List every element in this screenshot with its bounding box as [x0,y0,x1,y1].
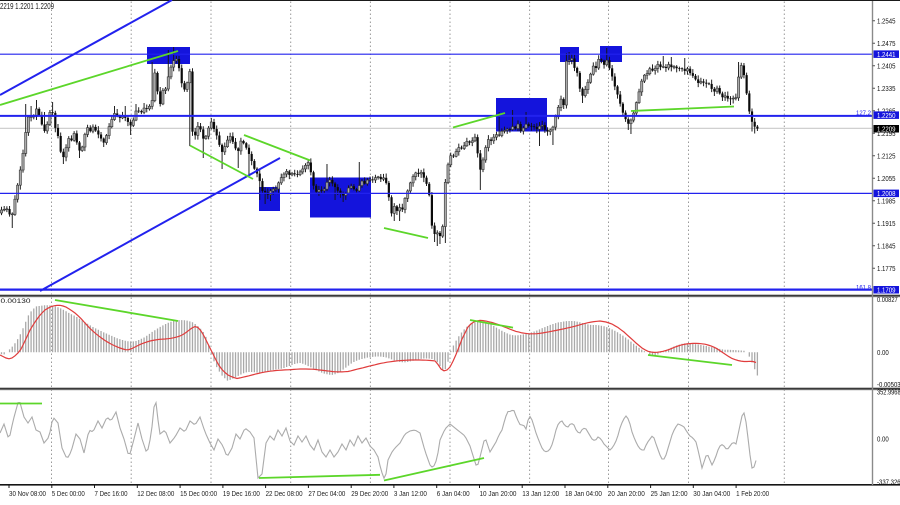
svg-text:0.00130: 0.00130 [1,298,31,305]
svg-text:1.2209: 1.2209 [877,124,896,133]
svg-text:1.1709: 1.1709 [877,285,896,294]
svg-text:0.00827: 0.00827 [877,295,898,304]
svg-text:6 Jan 04:00: 6 Jan 04:00 [437,489,470,498]
svg-text:5 Dec 00:00: 5 Dec 00:00 [52,489,85,498]
svg-text:1.2055: 1.2055 [877,174,896,183]
svg-text:1.1775: 1.1775 [877,264,896,273]
svg-text:20 Jan 20:00: 20 Jan 20:00 [608,489,645,498]
svg-text:30 Jan 04:00: 30 Jan 04:00 [693,489,730,498]
svg-text:0.00: 0.00 [877,348,889,357]
svg-text:127.2: 127.2 [856,110,871,117]
svg-text:1.1985: 1.1985 [877,196,896,205]
svg-text:1.2405: 1.2405 [877,61,896,70]
svg-text:-0.00503: -0.00503 [877,380,900,389]
svg-text:25 Jan 12:00: 25 Jan 12:00 [651,489,688,498]
svg-text:1.2545: 1.2545 [877,16,896,25]
svg-text:352.9968: 352.9968 [877,388,900,397]
svg-text:13 Jan 12:00: 13 Jan 12:00 [522,489,559,498]
svg-text:18 Jan 04:00: 18 Jan 04:00 [565,489,602,498]
svg-text:1.1915: 1.1915 [877,219,896,228]
svg-text:1.1845: 1.1845 [877,241,896,250]
svg-text:7 Dec 16:00: 7 Dec 16:00 [95,489,128,498]
svg-text:19 Dec 16:00: 19 Dec 16:00 [223,489,260,498]
svg-text:1.2125: 1.2125 [877,151,896,160]
svg-text:1.2441: 1.2441 [877,50,896,59]
svg-text:1.2265: 1.2265 [877,106,896,115]
svg-text:1.2475: 1.2475 [877,39,896,48]
svg-text:161.8: 161.8 [856,284,871,291]
svg-text:-337.326: -337.326 [877,478,900,487]
svg-text:1.2335: 1.2335 [877,84,896,93]
svg-text:29 Dec 20:00: 29 Dec 20:00 [351,489,388,498]
svg-text:30 Nov 08:00: 30 Nov 08:00 [9,489,46,498]
svg-text:1.2008: 1.2008 [877,189,896,198]
svg-text:2219 1.2201 1.2209: 2219 1.2201 1.2209 [0,2,54,11]
svg-text:1.2250: 1.2250 [877,111,896,120]
svg-text:10 Jan 20:00: 10 Jan 20:00 [480,489,517,498]
svg-text:3 Jan 12:00: 3 Jan 12:00 [394,489,427,498]
svg-text:22 Dec 08:00: 22 Dec 08:00 [266,489,303,498]
svg-text:15 Dec 00:00: 15 Dec 00:00 [180,489,217,498]
svg-text:1 Feb 20:00: 1 Feb 20:00 [736,489,769,498]
svg-text:12 Dec 08:00: 12 Dec 08:00 [137,489,174,498]
svg-text:1.2195: 1.2195 [877,129,896,138]
svg-text:27 Dec 04:00: 27 Dec 04:00 [308,489,345,498]
svg-text:0.00: 0.00 [877,435,889,444]
